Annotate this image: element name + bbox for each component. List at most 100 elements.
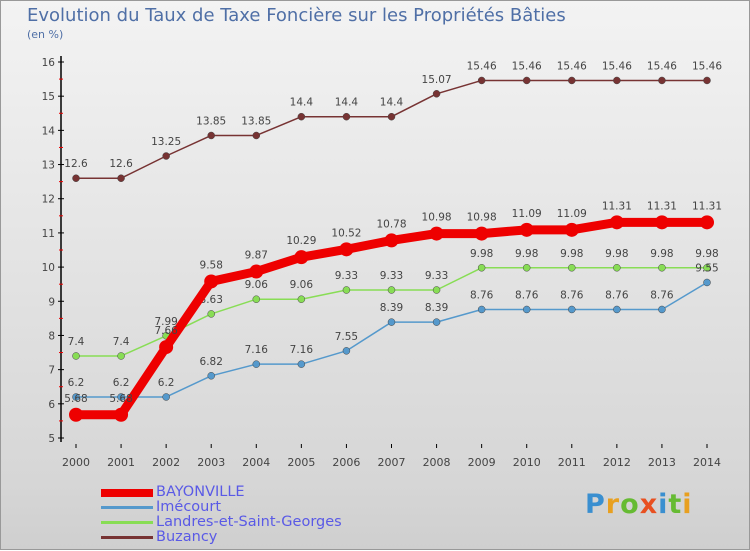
data-point [252,131,261,140]
legend-swatch [101,506,153,509]
data-point [249,264,264,279]
data-label: 9.98 [560,248,583,260]
data-point [297,112,306,121]
data-point [522,305,531,314]
data-label: 9.33 [425,270,448,282]
y-tick-label: 16 [42,57,56,69]
data-label: 10.98 [467,212,497,224]
x-tick-label: 2011 [558,456,586,469]
data-label: 6.2 [113,377,130,389]
data-point [387,286,396,294]
x-tick-label: 2004 [242,456,270,469]
legend-item: Imécourt [101,500,342,515]
legend-item: Landres-et-Saint-Georges [101,515,342,530]
data-point [654,215,669,230]
y-tick-label: 13 [42,160,55,172]
legend-item: Buzancy [101,530,342,545]
data-label: 15.46 [557,60,587,72]
y-axis-unit: (en %) [27,28,64,41]
data-point [69,407,83,422]
data-label: 6.2 [158,377,175,389]
data-label: 9.58 [200,259,223,271]
data-point [568,305,576,314]
data-label: 13.85 [196,115,226,127]
data-point [297,360,306,368]
data-label: 9.98 [650,248,673,260]
data-point [703,76,711,85]
data-label: 8.76 [605,289,629,301]
data-point [339,242,354,257]
data-label: 15.46 [692,60,722,72]
data-point [477,305,486,314]
data-point [252,295,261,303]
data-point [162,393,170,401]
data-label: 9.98 [695,248,718,260]
x-tick-label: 2007 [378,456,406,469]
data-point [658,305,666,314]
data-label: 5.68 [109,393,132,405]
data-point [703,278,711,287]
series-bayonville: 5.68 5.68 7.66 9.58 9.87 10.29 10.52 10.78 10.98… [64,200,722,422]
data-label: 13.85 [241,115,271,127]
data-point [387,318,396,326]
data-point [658,264,666,272]
legend-swatch [101,521,153,524]
y-tick-label: 11 [42,228,55,240]
data-point [474,226,489,241]
x-tick-label: 2001 [107,456,135,469]
data-label: 7.66 [154,325,178,337]
data-label: 9.98 [515,248,538,260]
data-label: 6.82 [200,356,223,368]
data-point [117,352,125,360]
legend-item: BAYONVILLE [101,485,342,500]
data-label: 10.29 [286,235,316,247]
data-point [432,318,441,326]
data-label: 10.52 [331,227,361,239]
data-label: 13.25 [151,136,181,148]
data-point [117,174,125,182]
x-tick-label: 2006 [332,456,360,469]
data-label: 15.07 [422,74,452,86]
data-label: 11.31 [692,200,722,212]
data-label: 11.09 [512,208,542,220]
y-tick-label: 7 [48,365,55,377]
data-label: 7.16 [290,344,314,356]
x-tick-label: 2000 [62,456,90,469]
data-point [207,372,215,380]
data-point [522,264,531,272]
data-label: 7.55 [335,331,358,343]
data-label: 14.4 [335,97,359,109]
legend-label: Buzancy [156,529,218,545]
data-point [204,274,219,289]
legend-swatch [101,536,153,539]
data-label: 11.31 [647,200,677,212]
chart-title: Evolution du Taux de Taxe Foncière sur l… [27,5,566,26]
y-tick-label: 10 [42,262,55,274]
data-label: 8.39 [380,302,403,314]
x-tick-label: 2010 [513,456,541,469]
data-label: 15.46 [647,60,677,72]
legend: BAYONVILLE Imécourt Landres-et-Saint-Georg… [101,485,342,545]
data-label: 9.33 [335,270,358,282]
data-point [613,264,621,272]
series-line [76,79,707,179]
data-point [342,286,351,294]
data-point [613,305,621,314]
data-label: 8.76 [470,289,494,301]
data-point [564,222,579,237]
x-tick-label: 2013 [648,456,676,469]
data-label: 12.6 [64,158,88,170]
data-label: 8.76 [560,289,584,301]
data-label: 6.2 [68,377,85,389]
data-label: 7.99 [154,316,177,328]
data-label: 14.4 [380,97,404,109]
data-point [568,264,576,272]
data-label: 10.98 [422,212,452,224]
data-point [252,360,261,368]
data-point [114,407,129,422]
data-label: 10.78 [376,218,406,230]
data-label: 8.76 [650,289,674,301]
x-tick-label: 2002 [152,456,180,469]
